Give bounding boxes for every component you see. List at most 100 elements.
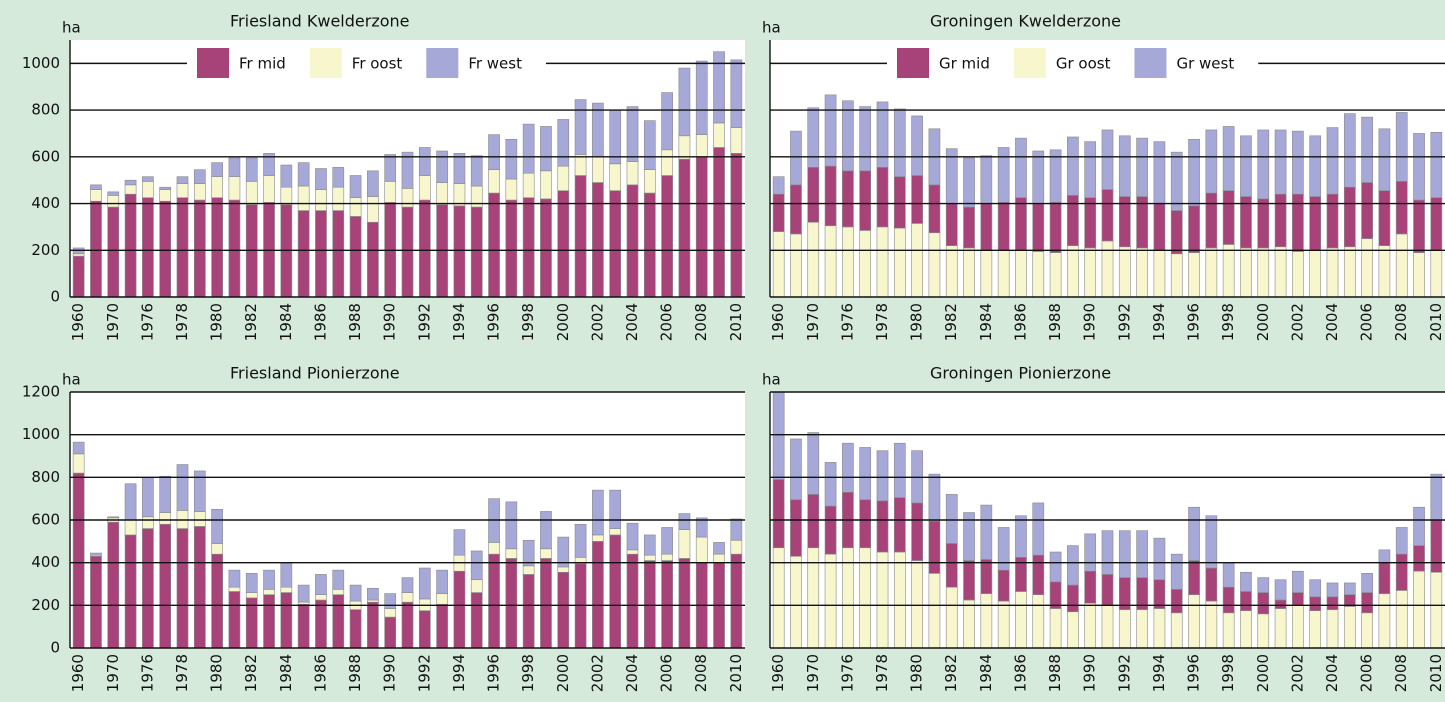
bar-segment xyxy=(876,551,889,648)
bar-segment xyxy=(436,603,448,648)
panel: Friesland Kwelderzone ha 0 200 400 600 800 1000… xyxy=(22,12,745,341)
bar-segment xyxy=(263,153,275,176)
bar-segment xyxy=(592,102,604,158)
bar-segment xyxy=(1309,196,1322,251)
chart-title: Groningen Kwelderzone xyxy=(930,12,1121,31)
bar-segment xyxy=(505,548,518,559)
bar-segment xyxy=(928,184,941,234)
bar-segment xyxy=(159,523,172,648)
bar-segment xyxy=(1205,515,1218,569)
x-tick-label: 1988 xyxy=(346,303,364,341)
bar-segment xyxy=(1084,247,1097,297)
bar-segment xyxy=(824,553,837,648)
bar-segment xyxy=(1430,473,1443,521)
bar-segment xyxy=(367,196,379,223)
bar-segment xyxy=(176,528,189,648)
bar-segment xyxy=(1188,205,1200,253)
bar-segment xyxy=(574,175,587,297)
bar-segment xyxy=(522,123,535,174)
x-tick-label: 1980 xyxy=(208,303,226,341)
x-tick-label: 2010 xyxy=(1427,654,1445,692)
bar-segment xyxy=(280,586,293,593)
bar-segment xyxy=(280,562,293,588)
bar-segment xyxy=(678,513,691,530)
bar-segment xyxy=(1067,584,1079,613)
bar-segment xyxy=(713,147,725,297)
bar-segment xyxy=(367,221,379,297)
bar-segment xyxy=(997,202,1010,251)
bar-segment xyxy=(842,170,854,228)
bar-segment xyxy=(470,579,483,593)
bar-segment xyxy=(436,150,448,183)
bar-segment xyxy=(1015,515,1027,558)
bar-segment xyxy=(332,569,345,590)
bar-segment xyxy=(842,442,854,493)
bar-segment xyxy=(436,182,448,206)
panel: Friesland Pionierzone ha 0 200 400 600 800 1000… xyxy=(22,364,745,692)
x-tick-label: 1986 xyxy=(311,654,329,692)
legend-swatch xyxy=(426,48,459,78)
bar-segment xyxy=(1101,129,1114,190)
bar-segment xyxy=(859,106,872,172)
bar-segment xyxy=(807,494,820,549)
x-tick-label: 2008 xyxy=(692,654,710,692)
bar-segment xyxy=(1136,530,1148,578)
bar-segment xyxy=(1326,609,1339,648)
bar-segment xyxy=(1378,562,1391,594)
bar-segment xyxy=(678,67,691,137)
bar-segment xyxy=(1205,192,1218,249)
x-tick-label: 2004 xyxy=(1323,654,1341,692)
bar-segment xyxy=(574,99,587,155)
bar-segment xyxy=(401,577,414,593)
x-tick-label: 1982 xyxy=(942,654,960,692)
x-tick-label: 2004 xyxy=(623,303,641,341)
bar-segment xyxy=(1274,193,1287,248)
bar-segment xyxy=(1326,193,1339,249)
bar-segment xyxy=(159,189,172,202)
bar-segment xyxy=(713,122,725,148)
bar-segment xyxy=(315,594,327,601)
bar-segment xyxy=(980,203,993,251)
bar-segment xyxy=(332,210,345,297)
x-tick-label: 1998 xyxy=(1219,654,1237,692)
bar-segment xyxy=(90,189,102,202)
bar-segment xyxy=(228,176,241,201)
bar-segment xyxy=(72,453,85,474)
bar-segment xyxy=(1378,128,1391,191)
bar-segment xyxy=(176,464,189,511)
x-tick-label: 2006 xyxy=(658,303,676,341)
bar-segment xyxy=(945,494,958,544)
bar-segment xyxy=(997,600,1010,648)
bar-segment xyxy=(1015,197,1027,251)
bar-segment xyxy=(1430,519,1443,573)
bar-segment xyxy=(730,518,743,541)
bar-segment xyxy=(263,589,275,595)
bar-segment xyxy=(1205,567,1218,602)
x-tick-label: 2002 xyxy=(588,303,606,341)
bar-segment xyxy=(90,184,102,190)
bar-segment xyxy=(124,184,137,195)
x-tick-label: 1976 xyxy=(838,303,856,341)
bar-segment xyxy=(1136,609,1148,648)
bar-segment xyxy=(859,170,872,231)
x-tick-label: 2008 xyxy=(1392,303,1410,341)
bar-segment xyxy=(1205,247,1218,297)
bar-segment xyxy=(540,548,552,559)
bar-segment xyxy=(540,511,552,550)
bar-segment xyxy=(263,569,275,590)
x-tick-label: 1990 xyxy=(1081,654,1099,692)
bar-segment xyxy=(963,206,975,249)
bar-segment xyxy=(1067,545,1079,586)
bar-segment xyxy=(1309,610,1322,648)
bar-segment xyxy=(661,149,673,176)
legend-swatch xyxy=(197,48,229,78)
bar-segment xyxy=(1084,533,1097,572)
legend-swatch xyxy=(1134,48,1167,78)
bar-segment xyxy=(893,108,906,177)
bar-segment xyxy=(1170,589,1183,614)
bar-segment xyxy=(1326,127,1339,195)
bar-segment xyxy=(963,247,975,297)
bar-segment xyxy=(790,499,802,557)
x-tick-label: 1978 xyxy=(873,303,891,341)
x-tick-label: 1960 xyxy=(769,303,787,341)
